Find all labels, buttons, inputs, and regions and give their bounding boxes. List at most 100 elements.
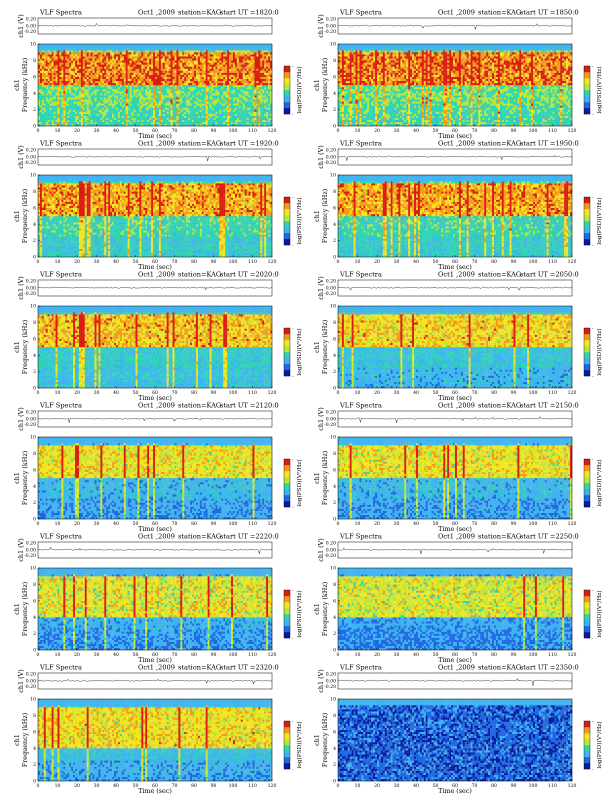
spectrogram-cell (186, 65, 188, 67)
spectrogram-cell (169, 85, 171, 87)
spectrogram-cell (178, 69, 180, 71)
spectrogram-cell (134, 65, 136, 67)
spectrogram-cell (202, 58, 204, 60)
spectrogram-cell (126, 116, 128, 118)
spectrogram-cell (214, 56, 216, 58)
spectrogram-cell (256, 56, 258, 58)
x-tick-label: 110 (248, 128, 257, 134)
spectrogram-cell (208, 87, 210, 89)
spectrogram-cell (254, 91, 256, 93)
spectrogram-cell (214, 83, 216, 85)
spectrogram-cell (182, 99, 184, 101)
spectrogram-cell (63, 79, 65, 81)
spectrogram-cell (155, 112, 157, 114)
spectrogram-cell (180, 99, 182, 101)
spectrogram-cell (67, 108, 69, 110)
spectrogram-cell (147, 81, 149, 83)
spectrogram-cell (180, 60, 182, 62)
spectrogram-cell (266, 50, 268, 52)
spectrogram-cell (120, 106, 122, 108)
spectrogram-cell (243, 44, 245, 46)
spectrogram-cell (75, 108, 77, 110)
spectrogram-cell (106, 79, 108, 81)
spectrogram-cell (229, 116, 231, 118)
spectrogram-cell (67, 99, 69, 101)
spectrogram-cell (249, 101, 251, 103)
spectrogram-cell (102, 114, 104, 116)
spectrogram-cell (155, 46, 157, 48)
spectrogram-cell (98, 106, 100, 108)
spectrogram-cell (116, 62, 118, 64)
spectrogram-cell (46, 75, 48, 77)
spectrogram-cell (153, 89, 155, 91)
spectrogram-cell (130, 116, 132, 118)
spectrogram-cell (266, 56, 268, 58)
spectrogram-cell (233, 118, 235, 120)
spectrogram-cell (173, 89, 175, 91)
spectrogram-cell (139, 60, 141, 62)
spectrogram-cell (247, 95, 249, 97)
spectrogram-cell (58, 48, 60, 50)
spectrogram-cell (200, 97, 202, 99)
spectrogram-cell (155, 103, 157, 105)
spectrogram-cell (153, 101, 155, 103)
spectrogram-cell (169, 77, 171, 79)
spectrogram-cell (139, 106, 141, 108)
spectrogram-cell (196, 48, 198, 50)
spectrogram-cell (71, 103, 73, 105)
spectrogram-cell (225, 65, 227, 67)
spectrogram-cell (126, 69, 128, 71)
spectrogram-cell (147, 91, 149, 93)
spectrogram-cell (137, 83, 139, 85)
spectrogram-cell (87, 75, 89, 77)
spectrogram-cell (198, 71, 200, 73)
spectrogram-cell (196, 52, 198, 54)
spectrogram-cell (196, 114, 198, 116)
spectrogram-cell (237, 108, 239, 110)
spectrogram-cell (59, 95, 61, 97)
spectrogram-cell (145, 112, 147, 114)
spectrogram-cell (69, 89, 71, 91)
spectrogram-cell (67, 69, 69, 71)
spectrogram-cell (104, 112, 106, 114)
spectrogram-cell (118, 108, 120, 110)
spectrogram-cell (98, 118, 100, 120)
spectrogram-cell (235, 99, 237, 101)
spectrogram-cell (171, 93, 173, 95)
spectrogram-cell (178, 87, 180, 89)
spectrogram-cell (338, 54, 340, 56)
spectrogram-cell (136, 69, 138, 71)
spectrogram-cell (65, 67, 67, 69)
spectrogram-cell (137, 77, 139, 79)
spectrogram-cell (54, 75, 56, 77)
spectrogram-cell (173, 50, 175, 52)
spectrogram-cell (69, 71, 71, 73)
spectrogram-cell (198, 62, 200, 64)
spectrogram-cell (180, 87, 182, 89)
spectrogram-cell (48, 122, 50, 124)
spectrogram-cell (247, 67, 249, 69)
spectrogram-cell (91, 101, 93, 103)
spectrogram-cell (95, 118, 97, 120)
spectrogram-cell (251, 93, 253, 95)
spectrogram-cell (106, 114, 108, 116)
spectrogram-cell (223, 75, 225, 77)
spectrogram-cell (262, 48, 264, 50)
spectrogram-cell (56, 56, 58, 58)
spectrogram-cell (202, 122, 204, 124)
spectrogram-cell (338, 99, 340, 101)
spectrogram-cell (143, 91, 145, 93)
spectrogram-cell (87, 69, 89, 71)
spectrogram-cell (217, 85, 219, 87)
spectrogram-cell (184, 81, 186, 83)
colorbar-tick-label: - (292, 113, 294, 118)
spectrogram-cell (137, 65, 139, 67)
spectrogram-cell (137, 48, 139, 50)
spectrogram-cell (249, 62, 251, 64)
spectrogram-cell (182, 69, 184, 71)
spectrogram-cell (225, 46, 227, 48)
spectrogram-cell (169, 89, 171, 91)
spectrogram-cell (256, 85, 258, 87)
spectrogram-cell (98, 85, 100, 87)
spectrogram-cell (52, 97, 54, 99)
